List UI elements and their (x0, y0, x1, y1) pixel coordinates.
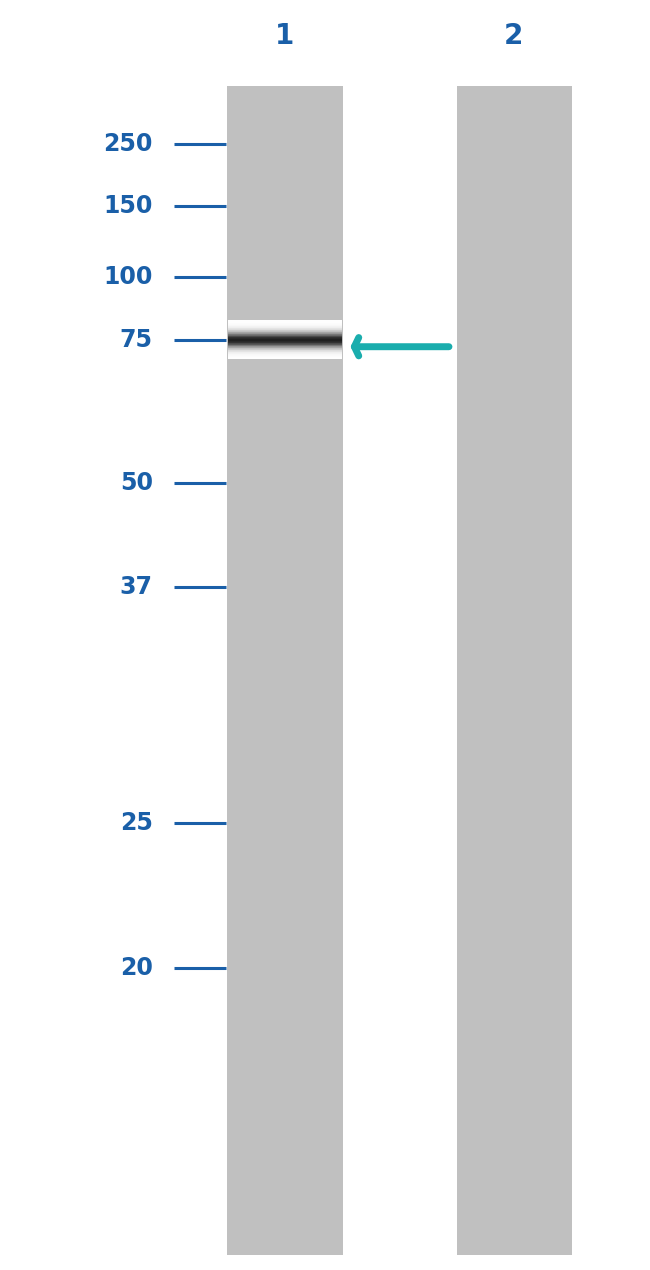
Text: 75: 75 (120, 329, 153, 352)
Bar (457, 86, 572, 1255)
Text: 150: 150 (103, 194, 153, 217)
Text: 20: 20 (120, 956, 153, 979)
Text: 100: 100 (103, 265, 153, 288)
Text: 2: 2 (504, 22, 523, 50)
Text: 250: 250 (103, 132, 153, 155)
Text: 37: 37 (120, 575, 153, 598)
Text: 50: 50 (120, 471, 153, 494)
Text: 1: 1 (275, 22, 294, 50)
Text: 25: 25 (120, 812, 153, 834)
Bar (227, 86, 343, 1255)
